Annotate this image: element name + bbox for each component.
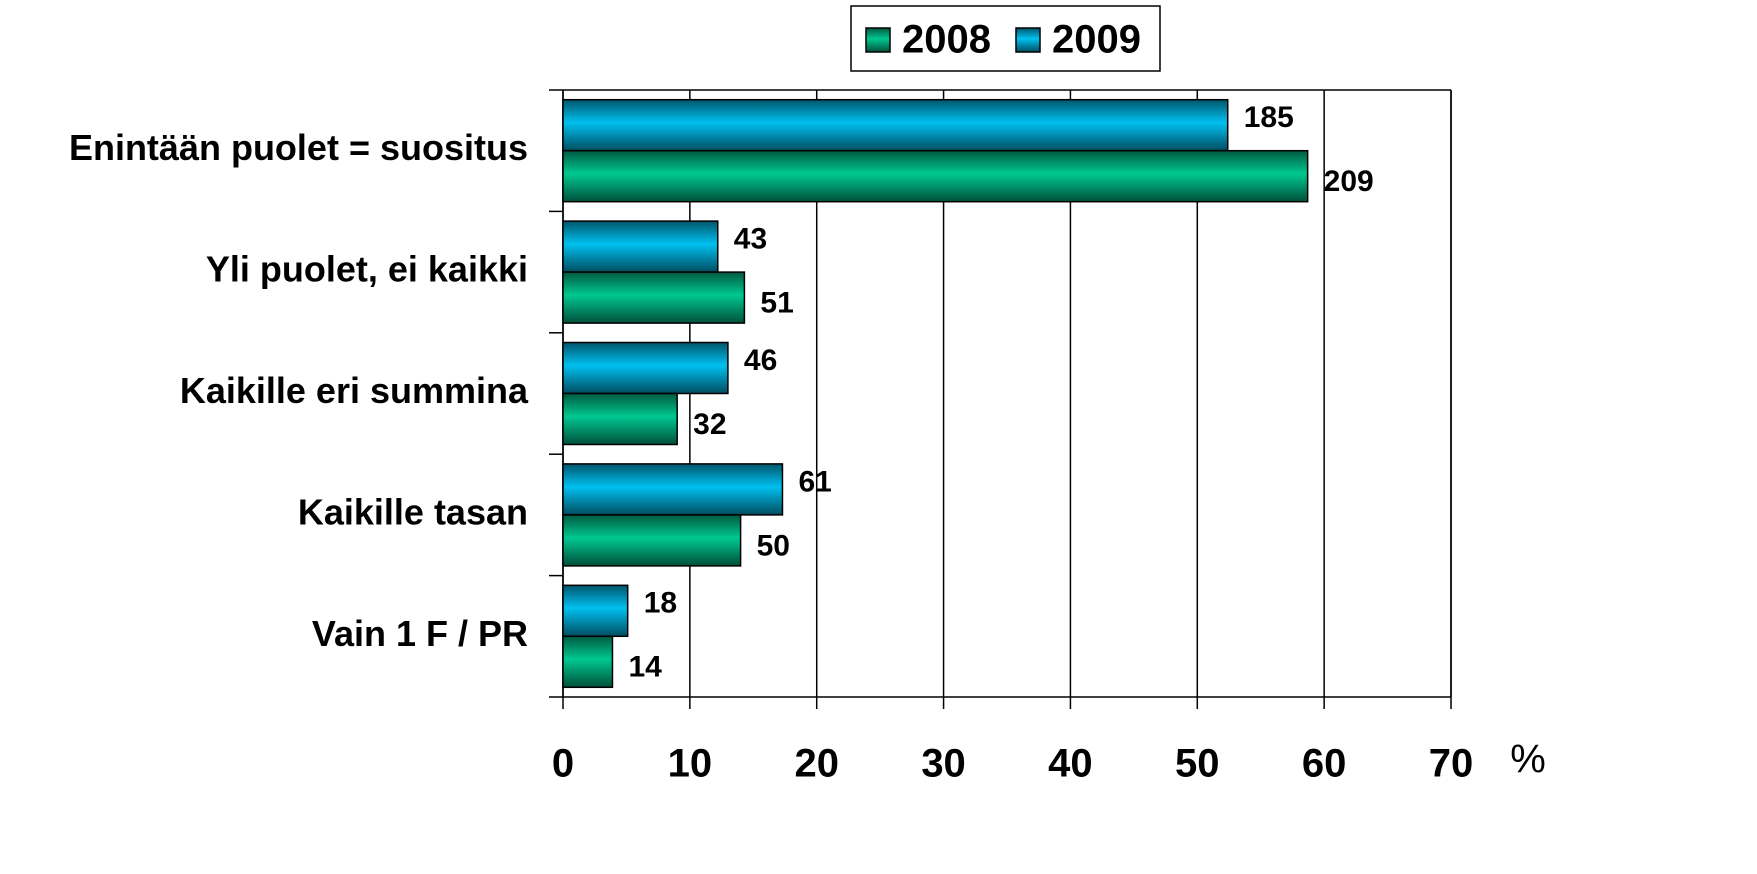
bar [562,635,614,689]
bar [562,392,678,446]
data-label: 50 [757,529,790,562]
x-tick-label: 10 [668,742,713,786]
data-label: 18 [644,587,677,620]
legend-label: 2008 [902,18,991,62]
data-label: 209 [1324,165,1374,198]
bar [562,271,746,324]
legend-swatch [865,27,891,53]
data-label: 46 [744,344,777,377]
bar [562,98,1229,152]
data-label: 14 [628,651,662,684]
data-label: 51 [760,287,793,320]
x-tick-label: 40 [1048,742,1093,786]
x-tick-label: 20 [794,742,839,786]
category-label: Kaikille eri summina [180,370,529,411]
bar [562,514,742,567]
bar [562,220,719,273]
bar [562,149,1309,203]
x-tick-label: 60 [1302,742,1347,786]
category-label: Enintään puolet = suositus [69,127,528,168]
legend-box [850,5,1161,72]
legend-label: 2009 [1052,18,1141,62]
data-label: 32 [693,408,726,441]
category-label: Vain 1 F / PR [312,613,528,654]
x-unit: % [1510,738,1546,782]
data-label: 185 [1244,101,1294,134]
x-tick-label: 70 [1429,742,1474,786]
data-label: 61 [798,465,831,498]
category-label: Yli puolet, ei kaikki [206,249,528,290]
legend-swatch [1015,27,1041,53]
bar [562,463,784,516]
bar [562,341,729,395]
x-tick-label: 0 [552,742,574,786]
data-label: 43 [734,223,767,256]
x-tick-label: 50 [1175,742,1220,786]
category-label: Kaikille tasan [298,491,528,532]
x-tick-label: 30 [921,742,966,786]
bar [562,584,629,638]
